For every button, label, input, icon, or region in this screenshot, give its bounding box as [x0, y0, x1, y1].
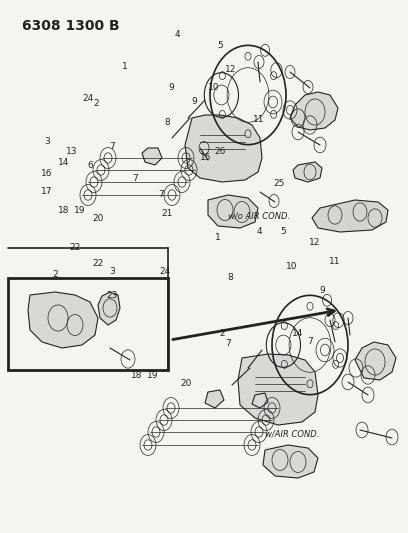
Text: 7: 7	[158, 190, 164, 199]
Text: 2: 2	[93, 100, 99, 108]
Text: 7: 7	[156, 297, 162, 305]
Text: 2: 2	[71, 286, 76, 295]
Text: 26: 26	[215, 148, 226, 156]
Polygon shape	[252, 393, 268, 408]
Text: 3: 3	[109, 268, 115, 276]
Text: 19: 19	[74, 206, 85, 215]
Text: 3: 3	[44, 137, 50, 146]
Text: 20: 20	[92, 214, 104, 223]
Text: 18: 18	[131, 372, 142, 380]
Text: 7: 7	[109, 142, 115, 151]
Polygon shape	[290, 92, 338, 130]
Bar	[8, 278, 168, 370]
Text: w/o AIR COND.: w/o AIR COND.	[228, 212, 290, 220]
Polygon shape	[142, 148, 162, 165]
Polygon shape	[293, 162, 322, 182]
Text: 24: 24	[82, 94, 93, 103]
Text: 9: 9	[319, 286, 325, 295]
Text: 8: 8	[164, 118, 170, 127]
Text: 14: 14	[58, 158, 69, 167]
Text: 23: 23	[106, 292, 118, 300]
Text: 16: 16	[41, 169, 53, 177]
Text: 6308 1300 B: 6308 1300 B	[22, 19, 120, 33]
Polygon shape	[98, 292, 120, 325]
Polygon shape	[355, 342, 396, 380]
Text: 10: 10	[286, 262, 297, 271]
Text: 24: 24	[160, 268, 171, 276]
Text: 13: 13	[66, 148, 77, 156]
Text: 9: 9	[169, 84, 174, 92]
Text: 22: 22	[70, 244, 81, 252]
Text: 11: 11	[329, 257, 340, 265]
Text: 9: 9	[191, 97, 197, 106]
Polygon shape	[238, 354, 318, 425]
Polygon shape	[28, 292, 98, 348]
Text: 12: 12	[225, 65, 236, 74]
Text: 2: 2	[52, 270, 58, 279]
Text: 4: 4	[175, 30, 180, 39]
Text: 7: 7	[132, 174, 137, 183]
Text: 18: 18	[58, 206, 69, 215]
Text: 8: 8	[228, 273, 233, 281]
Text: 1: 1	[122, 62, 127, 71]
Polygon shape	[263, 445, 318, 478]
Text: 6: 6	[87, 161, 93, 169]
Polygon shape	[208, 195, 258, 228]
Text: 12: 12	[131, 286, 142, 295]
Text: 17: 17	[145, 353, 157, 361]
Text: 2: 2	[220, 329, 225, 337]
Text: 23: 23	[94, 284, 106, 292]
Text: 20: 20	[180, 379, 191, 388]
Text: 12: 12	[308, 238, 320, 247]
Text: 5: 5	[217, 41, 223, 50]
Text: 10: 10	[208, 84, 220, 92]
Text: 7: 7	[307, 337, 313, 345]
Text: w/AIR COND.: w/AIR COND.	[265, 430, 319, 439]
Text: 4: 4	[256, 228, 262, 236]
Polygon shape	[205, 390, 224, 408]
Text: 15: 15	[200, 153, 212, 161]
Polygon shape	[312, 200, 388, 232]
Text: 17: 17	[41, 188, 53, 196]
Text: 1: 1	[215, 233, 221, 241]
Text: 11: 11	[253, 116, 265, 124]
Text: 25: 25	[274, 180, 285, 188]
Text: 16: 16	[98, 308, 110, 316]
Text: 14: 14	[119, 308, 130, 316]
Text: 6: 6	[148, 292, 154, 300]
Text: 5: 5	[281, 228, 286, 236]
Polygon shape	[185, 115, 262, 182]
Text: 21: 21	[162, 209, 173, 217]
Text: 19: 19	[147, 372, 159, 380]
Text: 14: 14	[292, 329, 304, 337]
Text: 7: 7	[226, 340, 231, 348]
Text: 22: 22	[92, 260, 104, 268]
